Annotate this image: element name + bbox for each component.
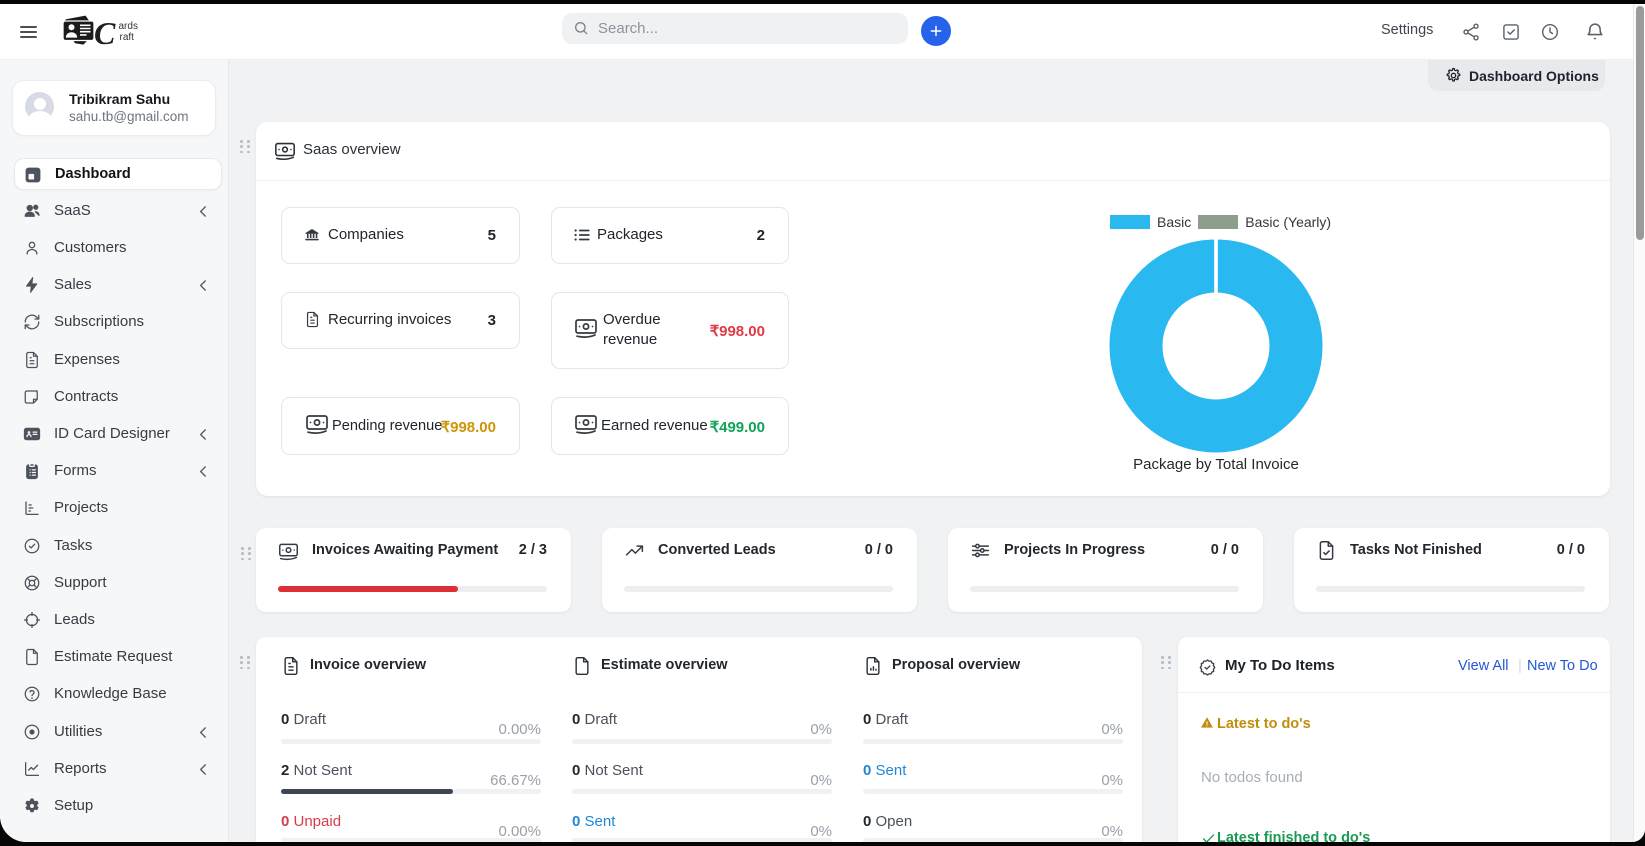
svg-text:ards: ards [119,21,138,32]
svg-text:raft: raft [120,32,135,43]
svg-text:C: C [94,15,116,49]
